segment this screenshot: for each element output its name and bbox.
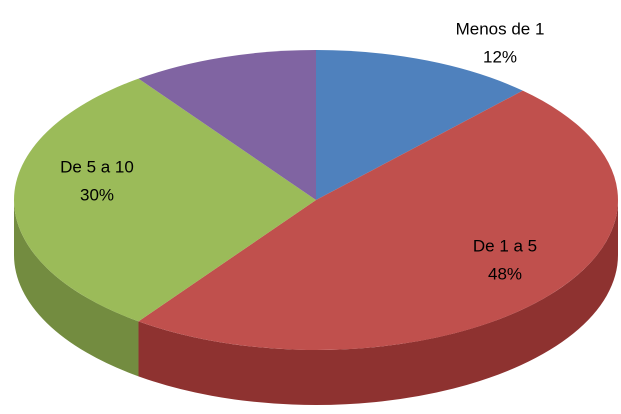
pie-side <box>138 200 618 405</box>
pie-slice <box>138 90 618 350</box>
slice-value: 12% <box>483 47 517 66</box>
slice-label: Menos de 1 <box>456 19 545 38</box>
slice-label: De 1 a 5 <box>473 236 537 255</box>
slice-value: 48% <box>488 264 522 283</box>
slice-value: 30% <box>80 185 114 204</box>
pie-slice <box>138 50 316 200</box>
pie-slice <box>13 78 317 322</box>
slice-label: De 5 a 10 <box>60 157 134 176</box>
pie-slice <box>316 50 523 200</box>
pie-side <box>14 200 139 377</box>
